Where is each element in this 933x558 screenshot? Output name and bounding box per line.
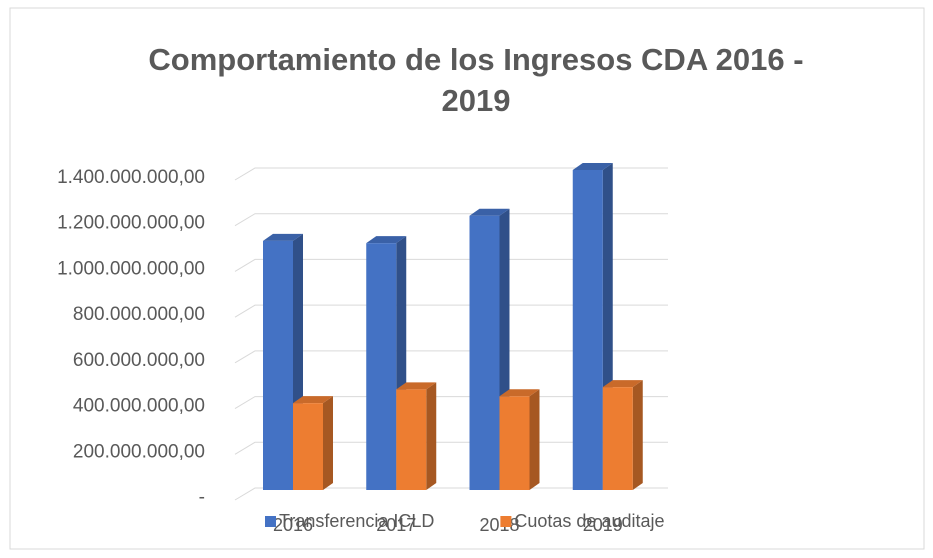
grid-line <box>234 304 668 318</box>
chart-title: Comportamiento de los Ingresos CDA 2016 … <box>148 42 803 118</box>
bar-side <box>529 389 540 490</box>
bar-top <box>366 236 407 244</box>
bar-side <box>632 380 643 490</box>
grid-line <box>234 167 668 181</box>
bar-top <box>469 208 510 216</box>
bar <box>366 243 397 490</box>
y-tick-label: 400.000.000,00 <box>73 396 205 417</box>
bar-top <box>499 389 540 397</box>
y-tick-label: 600.000.000,00 <box>73 350 205 371</box>
legend-label: Cuotas de auditaje <box>514 511 664 531</box>
y-tick-label: 200.000.000,00 <box>73 441 205 462</box>
chart-frame <box>9 7 925 550</box>
bar <box>499 396 530 490</box>
bar-top <box>602 380 643 388</box>
legend-label: Transferencia ICLD <box>279 511 434 531</box>
bar-top <box>396 382 437 390</box>
bar <box>293 403 323 490</box>
legend-swatch <box>500 516 512 527</box>
grid-line <box>234 213 668 227</box>
bar-top <box>572 163 613 170</box>
bar-top <box>263 233 303 241</box>
grid-line <box>234 258 668 272</box>
grid-line <box>234 350 668 364</box>
bar <box>572 170 603 490</box>
x-tick-label: 2019 <box>583 515 623 535</box>
bar-side <box>323 396 333 490</box>
bar-top <box>293 396 333 404</box>
x-tick-label: 2017 <box>376 515 416 535</box>
x-tick-label: 2016 <box>273 515 313 535</box>
bar <box>469 215 500 490</box>
y-tick-label: 1.000.000.000,00 <box>57 258 205 279</box>
y-tick-label: 1.400.000.000,00 <box>57 167 205 188</box>
bar-side <box>426 382 437 490</box>
bar <box>263 240 293 490</box>
y-tick-label: - <box>199 487 205 508</box>
legend-swatch <box>265 516 276 527</box>
bar <box>602 387 633 490</box>
y-tick-label: 1.200.000.000,00 <box>57 213 205 234</box>
bar <box>396 389 427 490</box>
y-tick-label: 800.000.000,00 <box>73 304 205 325</box>
